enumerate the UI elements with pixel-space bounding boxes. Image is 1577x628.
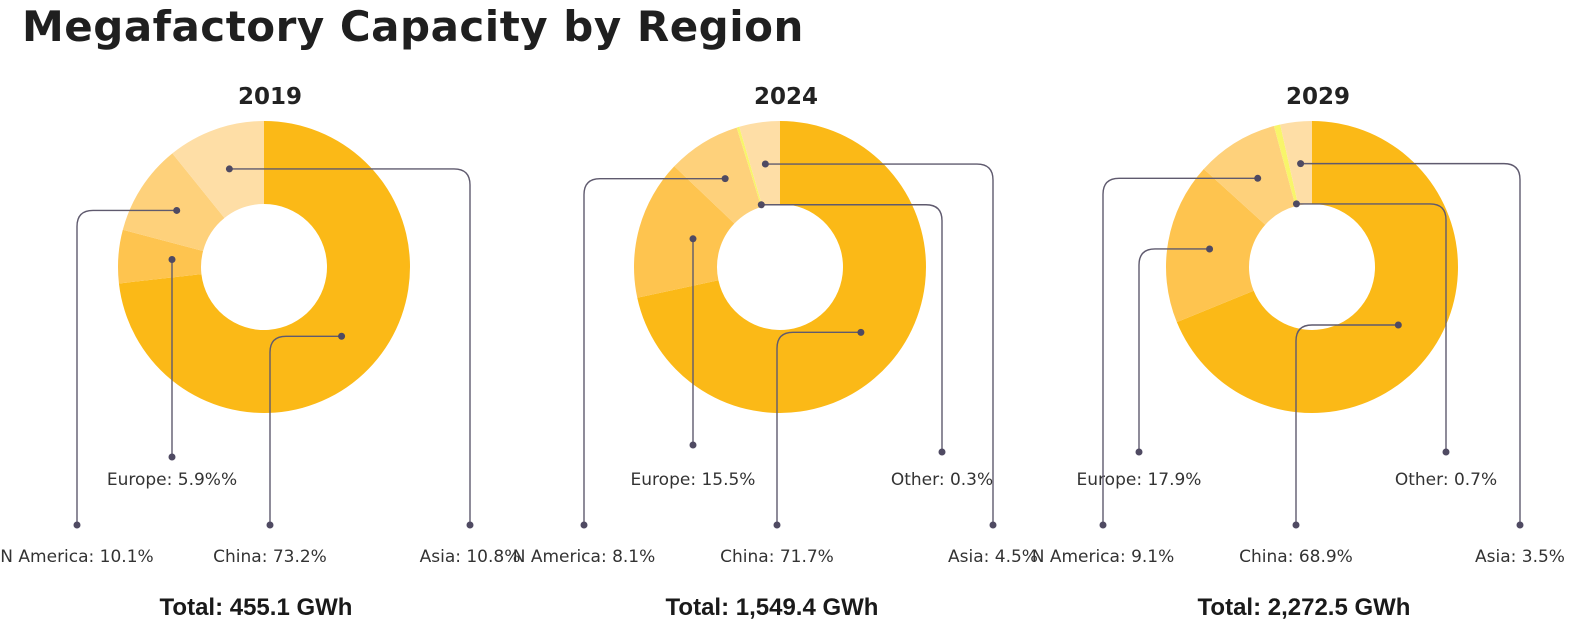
donut-2019: China: 73.2% Europe: 5.9%% N America: 10.1… [0,84,520,621]
data-label: N America: 9.1% [1032,547,1175,567]
leader-line [76,209,177,525]
slice-europe [1166,168,1266,323]
leader-dot [938,448,946,456]
leader-line [583,177,726,525]
slice-n-america [122,153,225,251]
leader-dot [1099,521,1107,529]
leader-dot [757,201,765,209]
leader-dot [1297,160,1305,168]
chart-title: Megafactory Capacity by Region [22,2,804,51]
leader-dot [1292,521,1300,529]
leader-line [1295,324,1399,525]
leader-line [776,331,861,525]
year-heading: 2029 [1286,84,1350,110]
slice-europe [118,229,204,284]
leader-dot [266,521,274,529]
leader-dot [1254,174,1262,182]
leader-dot [1442,448,1450,456]
leader-dot [580,521,588,529]
data-label: Europe: 17.9% [1077,470,1202,490]
leader-dot [989,521,997,529]
leader-dot [1516,521,1524,529]
slice-n-america [674,127,762,224]
leader-line [765,163,994,525]
slice-other [736,126,763,207]
year-heading: 2024 [754,84,818,110]
data-label: N America: 8.1% [513,547,656,567]
year-heading: 2019 [238,84,302,110]
leader-dot [173,206,181,214]
slice-other [1273,124,1299,207]
leader-line [1296,203,1447,452]
slice-china [1176,121,1458,413]
data-label: Europe: 5.9%% [107,470,237,490]
data-label: China: 73.2% [213,547,327,567]
data-label: Asia: 4.5% [948,547,1038,567]
leader-dot [721,175,729,183]
data-label: China: 68.9% [1239,547,1353,567]
leader-dot [225,165,233,173]
leader-dot [338,332,346,340]
leader-dot [1292,200,1300,208]
leader-line [1300,162,1521,525]
leader-dot [168,453,176,461]
total-label: Total: 2,272.5 GWh [1198,594,1411,621]
leader-dot [466,521,474,529]
data-label: Asia: 3.5% [1475,547,1565,567]
slice-asia [1280,121,1312,206]
leader-dot [1206,245,1214,253]
donut-2024: China: 71.7% Europe: 15.5% N America: 8.1%… [513,84,1038,621]
leader-dot [168,255,176,263]
leader-dot [773,521,781,529]
slice-n-america [1203,126,1296,225]
data-label: Asia: 10.8% [420,547,521,567]
slice-china [637,121,926,413]
leader-dot [1135,448,1143,456]
slice-asia [172,121,264,218]
donut-2029: China: 68.9% Europe: 17.9% N America: 9.1%… [1032,84,1565,621]
leader-dot [1394,321,1402,329]
leader-dot [761,160,769,168]
slice-europe [634,166,735,298]
data-label: Other: 0.7% [1395,470,1497,490]
data-label: Europe: 15.5% [631,470,756,490]
leader-line [269,335,342,525]
leader-dot [857,328,865,336]
slice-asia [739,121,780,207]
leader-line [1138,248,1210,452]
slice-china [118,121,411,413]
data-label: Other: 0.3% [891,470,993,490]
leader-dot [689,235,697,243]
total-label: Total: 455.1 GWh [160,594,353,621]
leader-line [761,204,943,452]
total-label: Total: 1,549.4 GWh [666,594,879,621]
data-label: N America: 10.1% [0,547,153,567]
leader-dot [73,521,81,529]
leader-line [1102,177,1258,525]
data-label: China: 71.7% [720,547,834,567]
leader-line [229,168,471,525]
leader-dot [689,441,697,449]
